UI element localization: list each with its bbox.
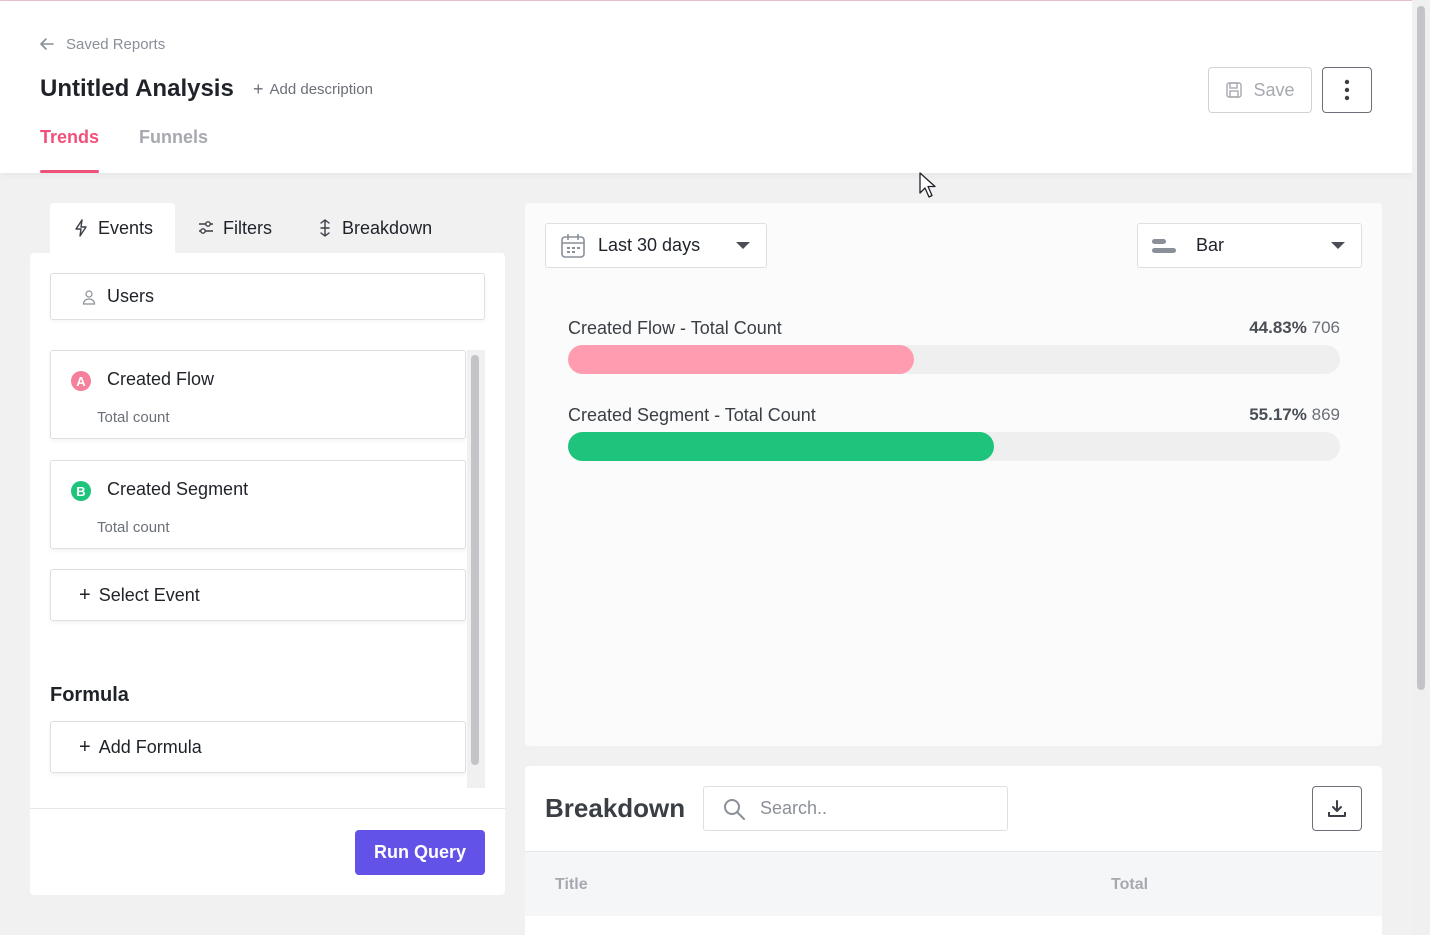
add-formula-label: Add Formula bbox=[98, 736, 202, 757]
date-range-value: Last 30 days bbox=[598, 235, 701, 255]
bar-label: Created Flow - Total Count bbox=[568, 318, 782, 338]
floppy-disk-icon bbox=[1226, 82, 1243, 98]
add-formula-button[interactable]: + Add Formula bbox=[50, 721, 466, 773]
bar-percent: 55.17% bbox=[1249, 405, 1307, 424]
save-button-label: Save bbox=[1253, 79, 1295, 100]
chart-panel: Last 30 days Bar Created Flow - Total Co… bbox=[525, 203, 1382, 746]
top-border bbox=[0, 0, 1430, 1]
query-tabs: Events Filters Breakdown bbox=[50, 203, 454, 253]
tab-funnels[interactable]: Funnels bbox=[139, 127, 209, 147]
chevron-down-icon bbox=[736, 242, 750, 249]
breakdown-search[interactable] bbox=[703, 786, 1008, 831]
breakdown-title: Breakdown bbox=[545, 793, 686, 823]
tab-breakdown[interactable]: Breakdown bbox=[294, 203, 454, 253]
event-list-scrollbar[interactable] bbox=[467, 350, 485, 788]
event-name: Created Segment bbox=[107, 479, 249, 499]
tab-events-label: Events bbox=[98, 217, 154, 238]
event-metric[interactable]: Total count bbox=[97, 519, 170, 536]
plus-icon: + bbox=[79, 736, 91, 758]
tab-filters-label: Filters bbox=[223, 217, 273, 238]
back-link-label: Saved Reports bbox=[66, 35, 166, 53]
arrow-left-icon bbox=[40, 38, 54, 50]
search-input[interactable] bbox=[760, 798, 990, 819]
bar-value: 869 bbox=[1311, 405, 1340, 424]
more-vertical-icon bbox=[1344, 79, 1350, 101]
bar-value: 706 bbox=[1311, 318, 1340, 337]
chart-type-select[interactable]: Bar bbox=[1137, 223, 1362, 268]
mouse-cursor-icon bbox=[919, 172, 936, 198]
tab-filters[interactable]: Filters bbox=[175, 203, 294, 253]
search-icon bbox=[724, 798, 745, 820]
bar-fill-created-flow bbox=[568, 345, 914, 374]
scrollbar-thumb[interactable] bbox=[471, 355, 479, 765]
plus-icon: + bbox=[79, 584, 91, 606]
event-badge-b: B bbox=[71, 481, 91, 501]
page-header: Saved Reports Untitled Analysis + Add de… bbox=[0, 1, 1412, 173]
column-header-title[interactable]: Title bbox=[555, 876, 588, 893]
select-event-label: Select Event bbox=[98, 584, 200, 605]
scrollbar-thumb[interactable] bbox=[1417, 6, 1425, 690]
chevron-down-icon bbox=[1331, 242, 1345, 249]
breakdown-panel: Breakdown Title Total bbox=[525, 766, 1382, 935]
sliders-icon bbox=[199, 221, 214, 234]
formula-heading: Formula bbox=[50, 684, 129, 706]
bar-percent: 44.83% bbox=[1249, 318, 1307, 337]
chart-type-value: Bar bbox=[1196, 235, 1225, 255]
bar-track bbox=[568, 345, 1340, 374]
breakdown-table-header: Title Total bbox=[525, 851, 1382, 916]
plus-icon: + bbox=[253, 79, 264, 99]
event-metric[interactable]: Total count bbox=[97, 409, 170, 426]
bar-fill-created-segment bbox=[568, 432, 994, 461]
run-query-button[interactable]: Run Query bbox=[355, 830, 485, 875]
split-arrows-icon bbox=[320, 219, 330, 237]
lightning-icon bbox=[75, 219, 87, 237]
save-button[interactable]: Save bbox=[1208, 67, 1312, 113]
more-options-button[interactable] bbox=[1322, 67, 1372, 113]
select-event-button[interactable]: + Select Event bbox=[50, 569, 466, 621]
event-card-a[interactable]: A Created Flow Total count bbox=[50, 350, 466, 439]
page-title[interactable]: Untitled Analysis bbox=[40, 75, 234, 102]
event-badge-a: A bbox=[71, 371, 91, 391]
back-link[interactable]: Saved Reports bbox=[38, 35, 165, 53]
event-card-b[interactable]: B Created Segment Total count bbox=[50, 460, 466, 549]
user-icon bbox=[82, 289, 96, 305]
query-panel: Users A Created Flow Total count B Creat… bbox=[30, 253, 505, 895]
bar-label: Created Segment - Total Count bbox=[568, 405, 816, 425]
download-icon bbox=[1328, 799, 1346, 817]
column-header-total[interactable]: Total bbox=[1111, 876, 1149, 893]
bar-stat: 55.17% 869 bbox=[1249, 405, 1340, 425]
divider bbox=[30, 808, 505, 809]
tab-events[interactable]: Events bbox=[50, 203, 176, 253]
add-description-button[interactable]: + Add description bbox=[253, 80, 373, 98]
tab-breakdown-label: Breakdown bbox=[342, 217, 433, 238]
tab-trends[interactable]: Trends bbox=[40, 127, 100, 173]
audience-select[interactable]: Users bbox=[50, 273, 485, 320]
audience-label: Users bbox=[107, 286, 155, 306]
bar-track bbox=[568, 432, 1340, 461]
event-name: Created Flow bbox=[107, 369, 215, 389]
calendar-icon bbox=[561, 233, 585, 258]
date-range-select[interactable]: Last 30 days bbox=[545, 223, 767, 268]
window-scrollbar[interactable] bbox=[1412, 0, 1430, 935]
analysis-tabs: Trends Funnels bbox=[40, 127, 208, 173]
bar-stat: 44.83% 706 bbox=[1249, 318, 1340, 338]
add-description-label: Add description bbox=[269, 80, 373, 98]
bar-chart-icon bbox=[1152, 238, 1176, 253]
download-button[interactable] bbox=[1312, 786, 1362, 831]
